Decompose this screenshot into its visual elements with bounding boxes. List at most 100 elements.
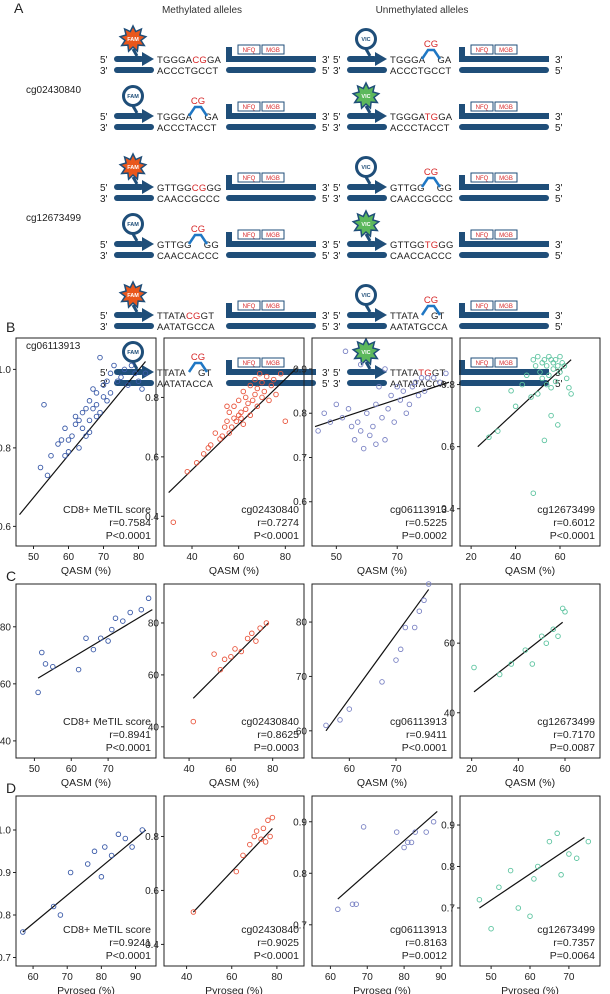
data-point (345, 406, 352, 412)
x-axis-label: QASM (%) (209, 777, 259, 789)
data-point (247, 841, 253, 848)
cpg-site: CG (192, 183, 207, 194)
x-tick-label: 60 (66, 764, 78, 775)
data-point (561, 363, 568, 369)
data-point (573, 855, 580, 861)
strand-label-5: 5' (100, 183, 108, 194)
data-point (379, 414, 385, 421)
data-point (235, 397, 242, 404)
data-point (412, 379, 419, 386)
data-point (415, 392, 422, 399)
strand-label-5: 5' (322, 379, 330, 390)
data-point (253, 638, 259, 644)
x-tick-label: 70 (103, 764, 115, 775)
p-value: P<0.0001 (254, 530, 299, 542)
data-point (232, 646, 238, 652)
data-point (527, 913, 533, 919)
data-point (370, 423, 376, 430)
data-point (349, 901, 356, 907)
x-tick-label: 80 (399, 972, 411, 983)
strand-label-5: 5' (555, 251, 563, 262)
bottom-sequence: AATATGCCA (157, 322, 215, 333)
panel-annotation-title: cg06113913 (390, 924, 447, 936)
plot-frame (15, 337, 157, 547)
regression-line (37, 609, 153, 679)
x-tick-label: 60 (344, 764, 356, 775)
probe-id: cg12673499 (26, 213, 81, 224)
strand-label-5: 5' (322, 194, 330, 205)
cpg-site: TG (425, 112, 439, 123)
primer-forward (347, 312, 377, 318)
data-point (403, 410, 410, 416)
x-tick-label: 40 (510, 552, 522, 563)
correlation-r: r=0.6012 (553, 517, 595, 529)
seq-part: TTATA (157, 368, 186, 379)
dye-stem (364, 48, 372, 57)
p-value: P<0.0001 (106, 742, 151, 754)
seq-part: TGGGA (157, 55, 193, 66)
dye-label: VIC (361, 94, 370, 100)
data-point (539, 375, 545, 382)
nfq-label: NFQ (243, 48, 256, 54)
bottom-sequence: CAACCGCCC (157, 194, 220, 205)
data-point (142, 370, 149, 377)
loop-out (420, 176, 442, 188)
x-tick-label: 40 (184, 764, 196, 775)
mgb-label: MGB (266, 304, 280, 310)
loop-out (187, 361, 209, 373)
data-point (90, 405, 96, 412)
y-tick-label: 0.7 (0, 953, 11, 964)
bottom-strand-right (459, 323, 549, 329)
data-point (111, 362, 117, 369)
seq-part: GT (431, 311, 445, 322)
x-tick-label: 20 (466, 764, 478, 775)
data-point (252, 376, 258, 383)
plot-frame (311, 583, 453, 759)
strand-label-5: 5' (333, 112, 341, 123)
seq-part: GTTGG (390, 183, 425, 194)
scatter-panel-D-2: 0.4 0.6 0.8 40 60 80 Pyroseq (%) cg02430840r=0.… (145, 795, 305, 994)
x-tick-label: 80 (280, 552, 292, 563)
strand-label-3: 3' (333, 251, 341, 262)
data-point (550, 626, 557, 632)
data-point (67, 869, 74, 876)
data-point (257, 625, 263, 631)
data-point (79, 409, 86, 416)
dye-label: VIC (361, 350, 370, 356)
bottom-strand-left (114, 67, 154, 73)
data-point (259, 379, 265, 386)
seq-part: GT (201, 311, 215, 322)
primer-arrowhead (375, 52, 387, 66)
data-point (475, 406, 481, 413)
bottom-strand-right (226, 124, 316, 130)
data-point (394, 383, 400, 390)
nfq-box (237, 44, 261, 55)
y-tick-label: 0.7 (293, 453, 307, 464)
plot-frame (15, 583, 157, 759)
data-point (337, 717, 343, 723)
p-value: P=0.0087 (550, 742, 595, 754)
strand-label-3: 3' (555, 55, 563, 66)
reverse-primer (459, 232, 549, 247)
panel-annotation-title: cg06113913 (390, 716, 447, 728)
data-point (83, 405, 89, 412)
dye-label: FAM (127, 165, 139, 171)
data-point (269, 814, 276, 821)
data-point (240, 388, 247, 395)
data-point (260, 825, 267, 832)
mgb-box (494, 172, 518, 183)
p-value: P=0.0064 (550, 950, 595, 962)
data-point (247, 382, 254, 389)
data-point (211, 651, 217, 657)
bottom-strand-left (347, 67, 387, 73)
data-point (69, 433, 75, 439)
data-point (253, 828, 260, 834)
mgb-box (261, 172, 285, 183)
data-point (100, 382, 107, 388)
bottom-sequence: ACCCTACCT (390, 123, 450, 134)
scatter-panel-B-2: 0.4 0.6 0.8 40 60 80 QASM (%) cg02430840r=0.727… (145, 337, 305, 577)
top-sequence: TGGGA GA (390, 55, 452, 66)
strand-label-5: 5' (322, 66, 330, 77)
data-point (397, 397, 404, 403)
